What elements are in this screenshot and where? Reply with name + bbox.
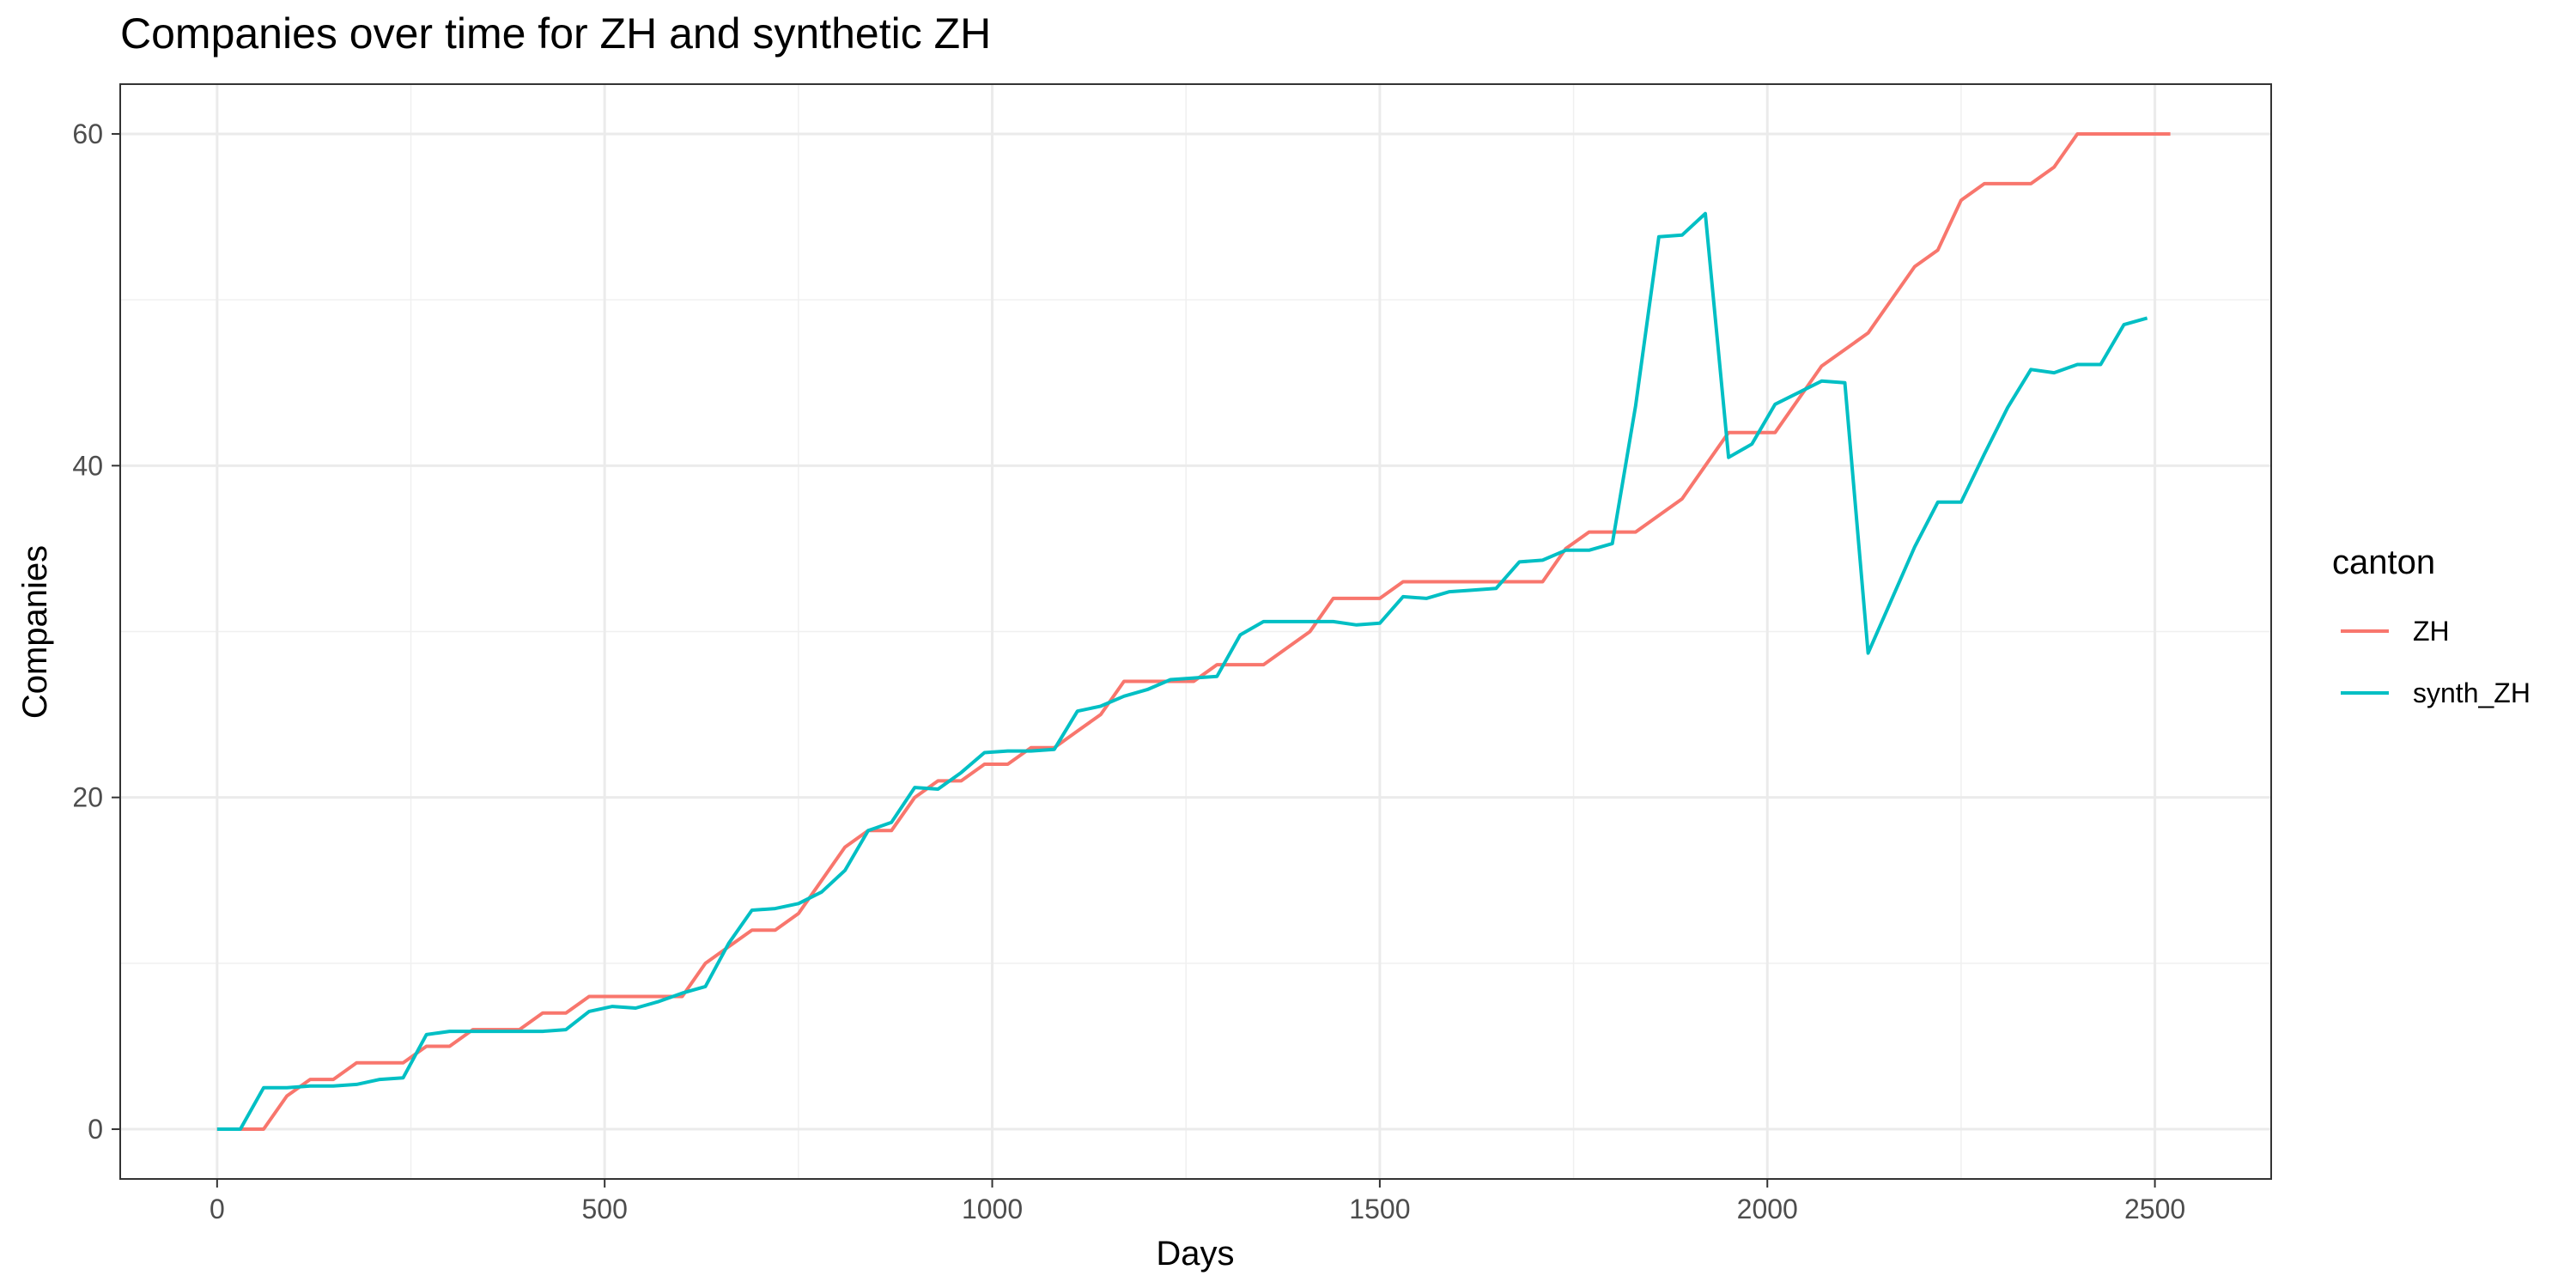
x-tick-label: 1000 bbox=[962, 1194, 1023, 1224]
x-tick-label: 2500 bbox=[2124, 1194, 2185, 1224]
y-tick-label: 20 bbox=[72, 782, 103, 813]
chart-title: Companies over time for ZH and synthetic… bbox=[120, 9, 992, 58]
y-tick-label: 60 bbox=[72, 118, 103, 149]
x-tick-label: 0 bbox=[210, 1194, 225, 1224]
x-tick-label: 2000 bbox=[1737, 1194, 1798, 1224]
legend-title: canton bbox=[2332, 544, 2435, 581]
legend: canton ZH synth_ZH bbox=[2332, 544, 2530, 708]
x-axis-title: Days bbox=[1156, 1235, 1234, 1273]
x-tick-label: 1500 bbox=[1349, 1194, 1410, 1224]
y-tick-label: 0 bbox=[88, 1114, 103, 1145]
series-line-zh bbox=[216, 132, 2171, 1131]
legend-label-zh: ZH bbox=[2413, 616, 2450, 647]
x-tick-label: 500 bbox=[581, 1194, 627, 1224]
grid-lines bbox=[120, 84, 2271, 1179]
series-line-synth-zh bbox=[216, 211, 2148, 1131]
y-tick-label: 40 bbox=[72, 450, 103, 481]
series-lines bbox=[216, 132, 2171, 1131]
axes: 0 500 1000 1500 2000 2500 0 20 40 60 bbox=[72, 118, 2185, 1224]
plot-border bbox=[119, 83, 2272, 1180]
y-axis-title: Companies bbox=[16, 545, 54, 719]
legend-label-synth-zh: synth_ZH bbox=[2413, 677, 2530, 708]
